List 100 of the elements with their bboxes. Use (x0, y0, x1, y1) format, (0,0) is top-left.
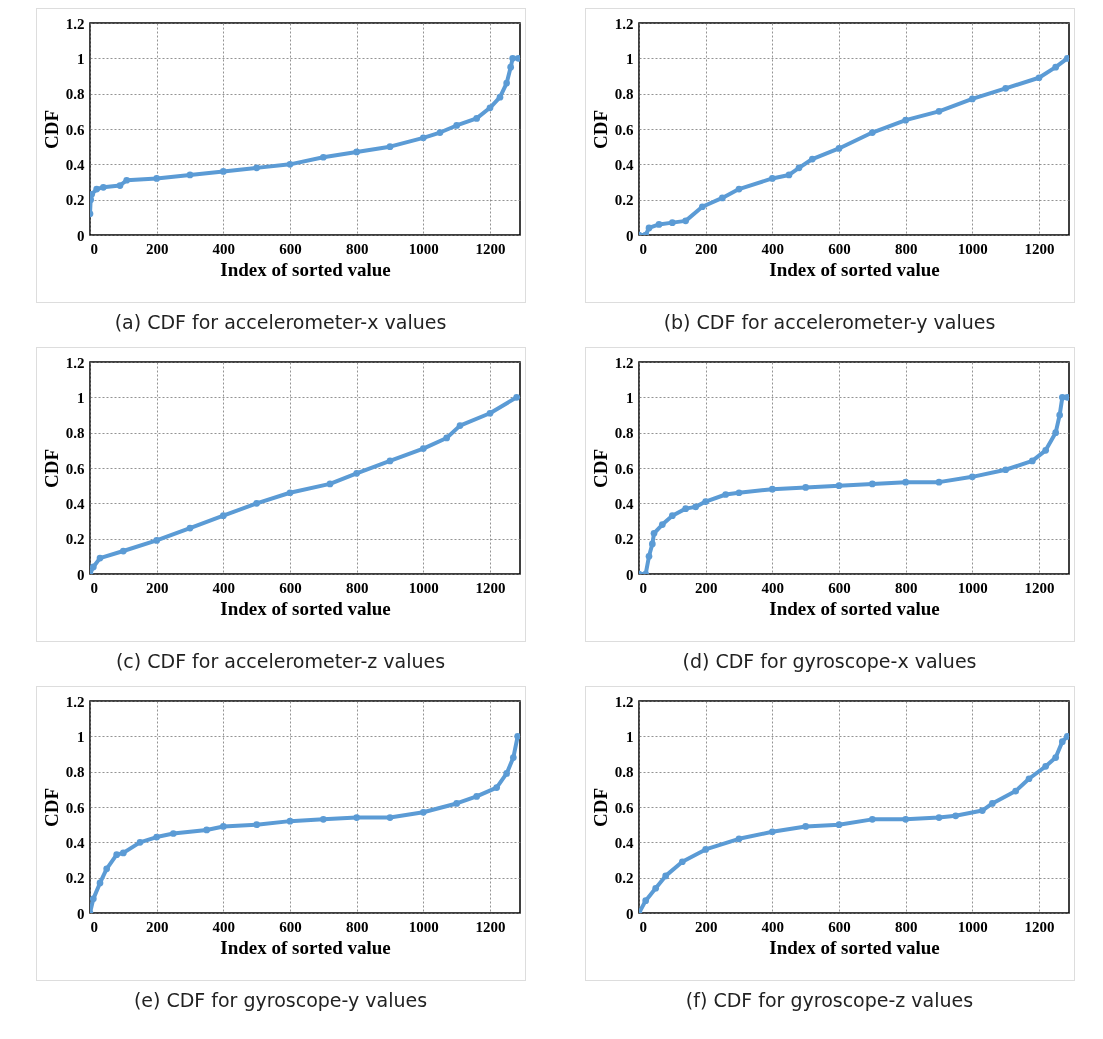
x-tick-label: 200 (694, 240, 717, 257)
x-tick-label: 600 (278, 918, 302, 935)
x-tick-label: 200 (145, 918, 168, 935)
x-tick-label: 600 (827, 579, 851, 596)
x-tick-label: 1000 (408, 918, 439, 935)
y-axis-title: CDF (40, 448, 62, 489)
x-tick-label: 1000 (957, 240, 988, 257)
y-axis-title: CDF (589, 787, 611, 828)
x-tick-label: 0 (639, 240, 647, 257)
y-tick-label: 0.4 (65, 495, 85, 512)
x-tick-label: 600 (278, 579, 302, 596)
y-axis-title: CDF (589, 109, 611, 150)
x-tick-label: 400 (761, 240, 784, 257)
x-tick-label: 800 (894, 918, 917, 935)
x-axis-title: Index of sorted value (768, 597, 940, 619)
text: (e) CDF for gyroscope-y values (133, 989, 428, 1011)
y-tick-label: 0 (625, 905, 633, 922)
y-tick-label: 0.2 (614, 192, 633, 209)
x-tick-label: 0 (639, 918, 647, 935)
y-tick-label: 0 (76, 566, 84, 583)
y-tick-label: 1 (625, 389, 633, 406)
x-tick-label: 800 (345, 579, 368, 596)
text: (b) CDF for accelerometer-y values (663, 311, 996, 333)
x-tick-label: 800 (894, 579, 917, 596)
y-tick-label: 0 (625, 566, 633, 583)
y-tick-label: 0.4 (614, 834, 634, 851)
x-tick-label: 200 (145, 579, 168, 596)
x-tick-label: 400 (761, 579, 784, 596)
y-tick-label: 0.2 (614, 531, 633, 548)
y-axis-title: CDF (589, 448, 611, 489)
x-tick-label: 1200 (475, 579, 505, 596)
y-tick-label: 1 (625, 728, 633, 745)
x-tick-label: 200 (694, 579, 717, 596)
y-tick-label: 0.8 (65, 764, 84, 781)
x-tick-label: 0 (639, 579, 647, 596)
y-tick-label: 0.6 (65, 799, 85, 816)
y-tick-label: 0.6 (65, 460, 85, 477)
y-axis-title: CDF (40, 109, 62, 150)
y-tick-label: 0.2 (614, 870, 633, 887)
x-tick-label: 1200 (1024, 579, 1054, 596)
y-tick-label: 1 (76, 728, 84, 745)
x-axis-title: Index of sorted value (768, 258, 940, 280)
y-tick-label: 0.8 (65, 425, 84, 442)
x-tick-label: 200 (145, 240, 168, 257)
x-tick-label: 1000 (957, 579, 988, 596)
x-tick-label: 400 (761, 918, 784, 935)
text: (a) CDF for accelerometer-x values (114, 311, 447, 333)
x-tick-label: 400 (212, 918, 235, 935)
x-tick-label: 600 (827, 240, 851, 257)
y-tick-label: 0.4 (65, 156, 85, 173)
x-axis-title: Index of sorted value (768, 936, 940, 958)
x-tick-label: 1200 (1024, 918, 1054, 935)
y-tick-label: 0.6 (614, 460, 634, 477)
y-tick-label: 1.2 (614, 15, 633, 32)
y-tick-label: 0.4 (65, 834, 85, 851)
y-tick-label: 0.6 (614, 121, 634, 138)
y-tick-label: 0.8 (614, 425, 633, 442)
x-tick-label: 800 (894, 240, 917, 257)
y-tick-label: 0.2 (65, 531, 84, 548)
y-tick-label: 0.4 (614, 495, 634, 512)
y-tick-label: 1.2 (614, 354, 633, 371)
y-tick-label: 0.2 (65, 192, 84, 209)
y-tick-label: 0.8 (614, 86, 633, 103)
y-tick-label: 1 (76, 389, 84, 406)
x-tick-label: 1200 (1024, 240, 1054, 257)
x-tick-label: 400 (212, 579, 235, 596)
x-tick-label: 0 (90, 240, 98, 257)
y-tick-label: 1.2 (65, 693, 84, 710)
y-tick-label: 0.4 (614, 156, 634, 173)
x-tick-label: 800 (345, 918, 368, 935)
x-axis-title: Index of sorted value (219, 936, 391, 958)
x-tick-label: 400 (212, 240, 235, 257)
x-axis-title: Index of sorted value (219, 597, 391, 619)
y-tick-label: 0.2 (65, 870, 84, 887)
text: (c) CDF for accelerometer-z values (115, 650, 446, 672)
x-tick-label: 1200 (475, 240, 505, 257)
x-tick-label: 1000 (408, 240, 439, 257)
y-tick-label: 1.2 (614, 693, 633, 710)
y-tick-label: 0.8 (65, 86, 84, 103)
text: (d) CDF for gyroscope-x values (682, 650, 977, 672)
y-tick-label: 0 (76, 905, 84, 922)
text: (f) CDF for gyroscope-z values (685, 989, 974, 1011)
x-tick-label: 0 (90, 918, 98, 935)
y-tick-label: 0.6 (65, 121, 85, 138)
y-tick-label: 0.6 (614, 799, 634, 816)
y-tick-label: 0 (625, 227, 633, 244)
y-tick-label: 1.2 (65, 354, 84, 371)
x-tick-label: 600 (827, 918, 851, 935)
y-tick-label: 0.8 (614, 764, 633, 781)
x-tick-label: 0 (90, 579, 98, 596)
y-tick-label: 1 (76, 50, 84, 67)
x-tick-label: 200 (694, 918, 717, 935)
x-tick-label: 1200 (475, 918, 505, 935)
y-axis-title: CDF (40, 787, 62, 828)
y-tick-label: 1.2 (65, 15, 84, 32)
x-tick-label: 800 (345, 240, 368, 257)
x-tick-label: 1000 (408, 579, 439, 596)
y-tick-label: 0 (76, 227, 84, 244)
x-axis-title: Index of sorted value (219, 258, 391, 280)
y-tick-label: 1 (625, 50, 633, 67)
